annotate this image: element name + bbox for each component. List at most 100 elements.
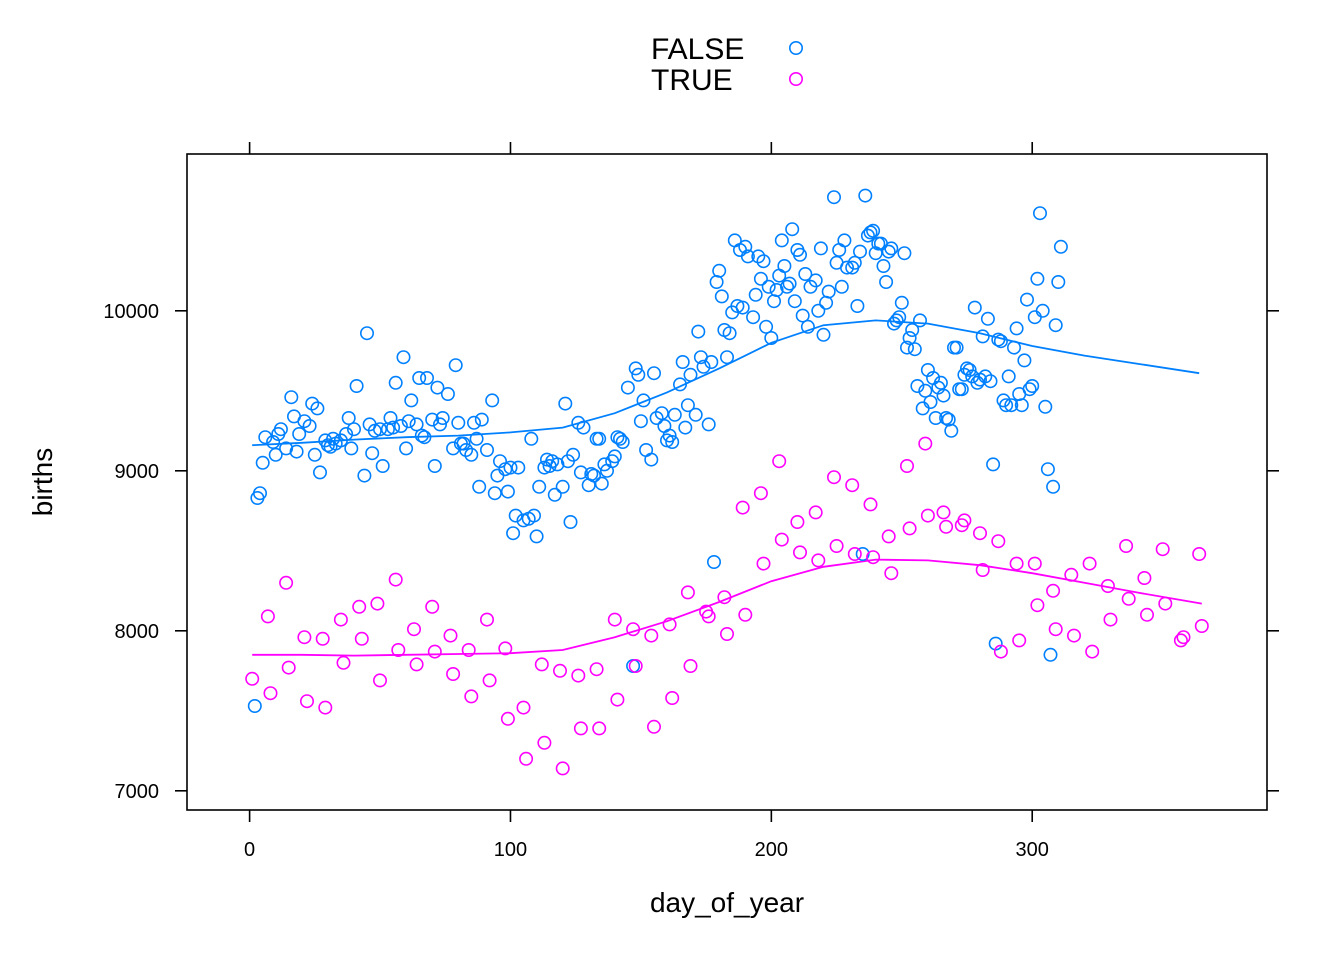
data-point-true [372,673,387,688]
data-point-false [571,415,586,430]
data-point-false [1014,398,1029,413]
data-point-false [764,330,779,345]
data-point-false [1019,292,1034,307]
data-point-true [808,505,823,520]
data-point-true [299,694,314,709]
data-point-true [425,599,440,614]
data-point-false [430,380,445,395]
data-point-false [672,377,687,392]
data-point-true [717,590,732,605]
data-point-false [795,308,810,323]
data-point-true [279,575,294,590]
data-point-true [446,666,461,681]
data-point-false [490,468,505,483]
data-point-false [748,287,763,302]
data-point-true [738,607,753,622]
data-point-false [558,396,573,411]
data-point-true [902,521,917,536]
data-point-false [957,367,972,382]
data-point-false [787,294,802,309]
data-point-true [683,658,698,673]
data-point-false [639,442,654,457]
data-point-false [839,260,854,275]
data-point-true [1158,596,1173,611]
data-point-false [584,466,599,481]
data-point-true [333,612,348,627]
data-point-true [920,508,935,523]
data-point-false [1017,353,1032,368]
data-point-true [1119,538,1134,553]
data-point-true [644,628,659,643]
data-point-false [563,514,578,529]
data-point-false [346,422,361,437]
data-point-false [709,274,724,289]
data-point-false [597,457,612,472]
data-point-false [740,249,755,264]
data-point-false [665,434,680,449]
data-point-false [487,486,502,501]
data-point-false [289,444,304,459]
data-point-false [532,479,547,494]
data-point-false [506,526,521,541]
data-point-false [365,446,380,461]
y-tick-label: 9000 [115,461,160,483]
data-point-true [318,700,333,715]
data-point-false [949,340,964,355]
data-point-false [425,412,440,427]
data-point-true [354,631,369,646]
data-point-true [646,719,661,734]
data-point-true [972,526,987,541]
data-point-false [440,386,455,401]
data-point-true [589,662,604,677]
data-point-false [798,266,813,281]
data-point-false [777,258,792,273]
data-point-false [675,354,690,369]
data-point-false [302,418,317,433]
legend-label-false: FALSE [651,33,744,66]
data-point-false [933,375,948,390]
data-point-false [399,441,414,456]
data-point-true [1121,591,1136,606]
data-point-false [1051,274,1066,289]
data-point-true [482,673,497,688]
data-point-false [855,546,870,561]
data-point-true [427,644,442,659]
data-point-true [479,612,494,627]
data-point-false [432,417,447,432]
data-point-false [633,414,648,429]
data-point-true [735,500,750,515]
data-point-false [821,284,836,299]
data-point-false [753,271,768,286]
data-point-true [352,599,367,614]
data-point-false [508,508,523,523]
data-point-true [1103,612,1118,627]
data-point-true [866,550,881,565]
data-point-true [260,609,275,624]
data-point-false [813,241,828,256]
data-point-false [860,228,875,243]
data-point-false [761,279,776,294]
data-point-false [1035,303,1050,318]
data-point-false [678,420,693,435]
y-tick-label: 7000 [115,781,160,803]
data-point-true [297,630,312,645]
data-point-false [954,382,969,397]
data-point-true [1173,633,1188,648]
data-point-false [816,327,831,342]
data-point-false [479,442,494,457]
data-point-false [918,383,933,398]
data-point-false [826,190,841,205]
data-point-false [892,310,907,325]
data-point-true [626,622,641,637]
data-point-true [790,514,805,529]
data-point-true [388,572,403,587]
data-point-false [451,415,466,430]
data-point-false [1030,271,1045,286]
data-point-false [500,484,515,499]
data-point-false [466,415,481,430]
data-point-false [310,401,325,416]
data-point-true [519,751,534,766]
data-point-false [344,441,359,456]
data-point-false [592,431,607,446]
data-point-true [1012,633,1027,648]
